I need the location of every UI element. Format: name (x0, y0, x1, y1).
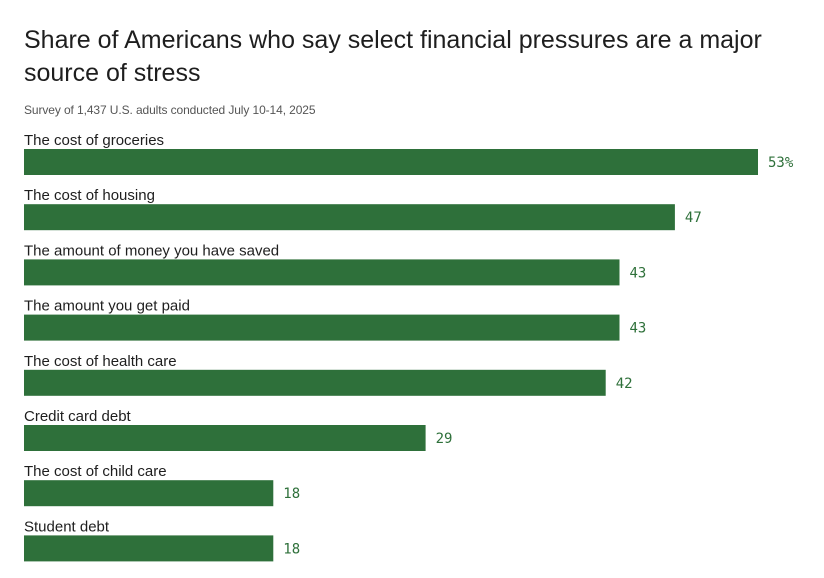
chart-subtitle: Survey of 1,437 U.S. adults conducted Ju… (24, 103, 316, 117)
category-label: The amount of money you have saved (24, 242, 279, 259)
bar (24, 535, 274, 562)
category-label: Credit card debt (24, 408, 132, 425)
category-label: The cost of child care (24, 463, 167, 480)
bar (24, 149, 758, 175)
bar (24, 314, 620, 341)
value-label: 43 (630, 321, 647, 337)
category-label: The cost of health care (24, 353, 177, 370)
bar (24, 425, 426, 451)
value-label: 18 (283, 486, 300, 502)
bar (24, 204, 675, 231)
bar (24, 480, 274, 507)
value-label: 29 (436, 431, 453, 447)
category-label: The amount you get paid (24, 298, 190, 315)
value-label: 43 (630, 265, 647, 281)
category-label: The cost of groceries (24, 132, 164, 149)
category-label: Student debt (24, 518, 110, 535)
chart-title: Share of Americans who say select financ… (24, 26, 762, 87)
value-label: 18 (283, 541, 300, 557)
value-label: 42 (616, 376, 633, 392)
bar (24, 259, 620, 286)
value-label: 47 (685, 210, 702, 226)
category-label: The cost of housing (24, 187, 155, 204)
bar (24, 369, 606, 396)
value-label: 53% (768, 155, 794, 171)
